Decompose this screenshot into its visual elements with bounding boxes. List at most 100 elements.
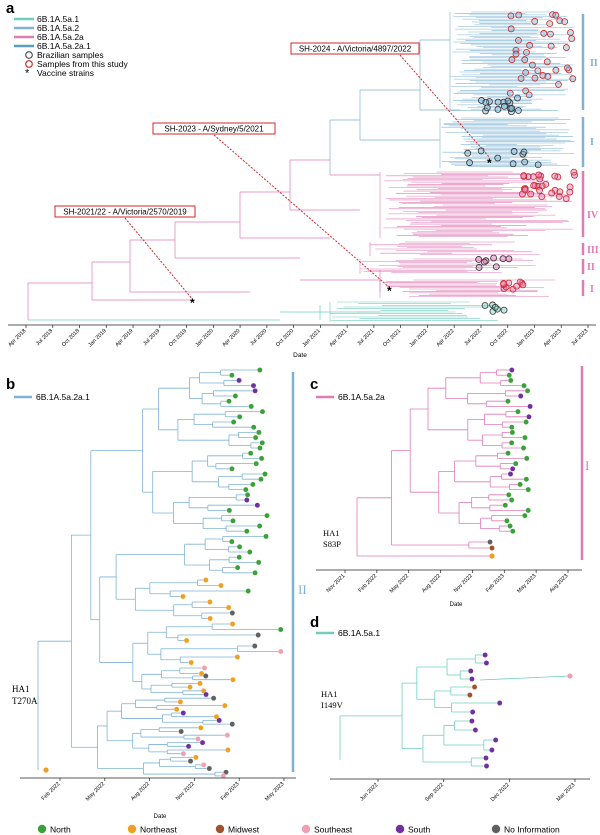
panel-c-tick-label: Nov 2022 <box>453 573 474 594</box>
panel-b-tip-marker <box>203 673 209 679</box>
study-sample-marker <box>522 69 530 76</box>
study-sample-marker <box>517 75 525 82</box>
brazil-sample-marker <box>481 302 489 309</box>
panel-b-tick-label: Feb 2022 <box>41 781 62 802</box>
study-sample-marker <box>555 80 562 88</box>
panel-a-xlabel: Date <box>293 352 307 359</box>
clade-a-I-blue: I <box>590 137 594 148</box>
panel-b-tip-marker <box>183 637 190 644</box>
panel-b-tip-marker <box>236 544 243 550</box>
brazil-sample-marker <box>475 256 483 263</box>
panel-d-label: d <box>310 614 319 631</box>
study-sample-marker <box>527 190 535 198</box>
study-sample-marker <box>562 195 570 203</box>
study-sample-marker <box>552 11 560 19</box>
panel-c-tip-marker <box>489 545 495 551</box>
panel-a-label: a <box>6 0 15 17</box>
study-sample-marker <box>526 41 533 49</box>
vaccine-star-1: * <box>190 296 195 310</box>
brazil-sample-marker <box>508 105 516 112</box>
region-legend-marker <box>301 824 311 834</box>
brazil-sample-marker <box>499 255 507 263</box>
brazil-sample-marker <box>534 161 542 169</box>
panel-b-tip-marker <box>250 481 256 488</box>
region-legend-label: No Information <box>504 825 560 835</box>
study-sample-marker <box>508 56 516 64</box>
panel-d-tip-marker <box>467 692 473 698</box>
panel-d-tip-marker <box>472 727 479 733</box>
panel-b-tip-marker <box>254 502 261 508</box>
brazil-sample-marker <box>509 160 517 168</box>
panel-b-tip-marker <box>259 440 266 446</box>
legend-brazil-marker <box>25 51 33 59</box>
legend-study-marker <box>25 60 33 68</box>
region-legend-marker <box>491 824 501 834</box>
study-sample-marker <box>542 180 550 188</box>
clade-a-II-blue: II <box>590 58 598 69</box>
vaccine-arrow-1 <box>124 217 194 301</box>
study-sample-marker <box>568 35 576 42</box>
panel-b-tip-marker <box>225 747 231 753</box>
panel-c-tip-marker <box>515 408 521 415</box>
panel-b-tip-marker <box>230 419 237 425</box>
panel-c-xlabel: Date <box>450 602 463 608</box>
panel-b-tip-marker <box>229 610 236 616</box>
panel-c-tip-marker <box>489 553 495 559</box>
study-sample-marker <box>519 281 527 289</box>
panel-b-tip-marker <box>232 393 239 399</box>
panel-a-tick-label: Oct 2020 <box>275 328 295 348</box>
vaccine-box-1 <box>54 205 196 218</box>
study-sample-marker <box>534 67 542 75</box>
legend-star-icon: * <box>25 68 30 80</box>
brazil-sample-marker <box>520 148 528 156</box>
panel-a-tick-label: Apr 2019 <box>114 328 134 348</box>
study-sample-marker <box>531 17 539 25</box>
panel-a-tick-label: Jan 2019 <box>87 328 107 348</box>
vaccine-callouts: SH-2021/22 - A/Victoria/2570/2019 * SH-2… <box>54 42 492 310</box>
panel-c-clade: I <box>585 458 589 473</box>
brazil-sample-marker <box>500 306 508 314</box>
panel-b-tip-marker <box>222 702 228 709</box>
legend-5a2a: 6B.1A.5a.2a <box>37 32 84 42</box>
panel-b-tip-marker <box>258 476 264 482</box>
panel-b-tip-marker <box>206 765 213 772</box>
panel-b-tip-marker <box>225 604 232 611</box>
panel-c-label: c <box>310 376 318 393</box>
region-legend: North Northeast Midwest Southeast South No In… <box>37 824 560 835</box>
panel-b-tip-marker <box>193 754 199 761</box>
panel-c-tip-marker <box>527 403 533 410</box>
panel-b-tip-marker <box>258 455 265 462</box>
panel-a-tick-label: Jan 2020 <box>194 328 214 348</box>
panel-a-tick-label: Jan 2023 <box>516 328 536 348</box>
brazil-sample-marker <box>494 98 502 106</box>
panel-a-tick-label: Jul 2022 <box>463 328 482 347</box>
brazil-sample-marker <box>480 258 488 266</box>
panel-c-tip-marker <box>526 414 532 420</box>
clade-a-III: III <box>587 245 599 256</box>
vaccine-arrow-2 <box>213 134 391 289</box>
panel-a-tick-label: Apr 2020 <box>221 328 241 348</box>
panel-b-mut-2: T270A <box>12 696 38 706</box>
panel-b-tip-marker <box>257 445 263 451</box>
study-sample-marker <box>521 186 529 194</box>
panel-c-tip-marker <box>508 377 514 384</box>
panel-c-tip-marker <box>508 440 515 446</box>
panel-c-tick-label: Feb 2022 <box>358 573 379 594</box>
brazil-sample-marker <box>515 107 522 114</box>
panel-b-tip-marker <box>244 492 251 498</box>
panel-c-tip-marker <box>509 424 515 430</box>
panel-c-tip-marker <box>505 450 511 456</box>
panel-b-tip-marker <box>180 710 187 716</box>
panel-b-tip-marker <box>180 593 186 600</box>
study-sample-marker <box>525 91 533 99</box>
panel-b-tip-marker <box>218 582 224 589</box>
panel-d-mut-2: I149V <box>321 700 344 710</box>
panel-b-tip-marker <box>201 665 208 671</box>
study-sample-marker <box>544 73 552 80</box>
brazil-sample-marker <box>504 97 512 105</box>
panel-c-tip-marker <box>502 502 509 508</box>
panel-c-tip-marker <box>505 492 512 498</box>
brazil-sample-marker <box>491 303 499 311</box>
panel-d-tip-marker <box>467 668 474 674</box>
study-sample-marker <box>547 42 555 50</box>
